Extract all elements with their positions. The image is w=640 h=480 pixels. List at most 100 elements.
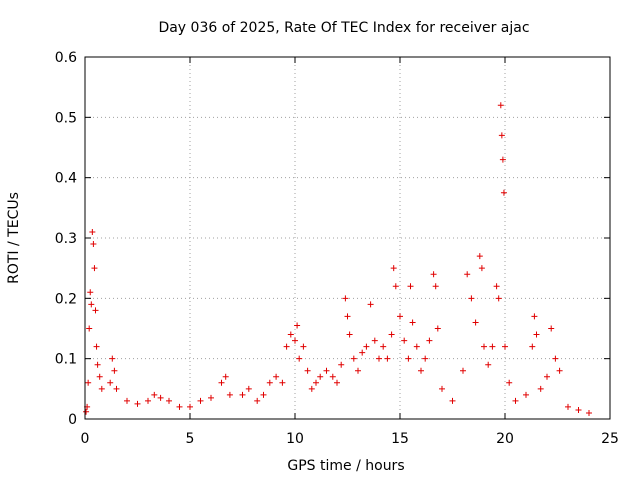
data-point bbox=[323, 367, 330, 374]
data-point bbox=[85, 379, 92, 386]
data-point bbox=[586, 409, 592, 416]
data-point bbox=[279, 379, 286, 386]
data-point bbox=[254, 397, 261, 404]
data-point bbox=[481, 343, 487, 350]
data-point bbox=[359, 349, 366, 356]
y-tick-label: 0.2 bbox=[55, 291, 77, 307]
y-axis-ticks: 0 0.1 0.2 0.3 0.4 0.5 0.6 bbox=[55, 50, 610, 428]
data-point bbox=[109, 355, 116, 362]
data-point bbox=[392, 283, 399, 290]
data-point bbox=[313, 379, 319, 386]
data-point bbox=[418, 367, 424, 374]
data-point bbox=[260, 391, 267, 398]
data-point bbox=[218, 379, 225, 386]
x-axis-label: GPS time / hours bbox=[287, 458, 404, 474]
data-point bbox=[134, 400, 141, 407]
y-tick-label: 0.6 bbox=[55, 50, 77, 66]
data-point bbox=[300, 343, 307, 350]
data-point bbox=[556, 367, 563, 374]
data-point bbox=[363, 343, 370, 350]
data-point bbox=[388, 331, 395, 338]
data-point bbox=[489, 343, 496, 350]
data-point bbox=[533, 331, 540, 338]
data-point bbox=[88, 301, 95, 308]
data-point bbox=[197, 397, 204, 404]
data-point bbox=[485, 361, 492, 368]
data-point bbox=[460, 367, 466, 374]
data-point bbox=[92, 307, 99, 314]
data-point bbox=[98, 385, 105, 392]
data-point bbox=[405, 355, 412, 362]
data-points bbox=[83, 102, 592, 416]
data-point bbox=[346, 331, 353, 338]
data-point bbox=[111, 367, 118, 374]
data-point bbox=[304, 367, 311, 374]
x-axis-ticks: 0 5 10 15 20 25 bbox=[81, 57, 619, 447]
data-point bbox=[350, 355, 357, 362]
data-point bbox=[523, 391, 529, 398]
data-point bbox=[498, 132, 505, 139]
data-point bbox=[565, 403, 571, 410]
y-tick-label: 0.5 bbox=[55, 110, 77, 126]
data-point bbox=[426, 337, 433, 344]
data-point bbox=[409, 319, 416, 326]
data-point bbox=[226, 391, 233, 398]
x-tick-label: 10 bbox=[286, 431, 304, 447]
data-point bbox=[344, 313, 351, 320]
y-tick-label: 0 bbox=[68, 412, 77, 428]
data-point bbox=[287, 331, 294, 338]
data-point bbox=[94, 361, 101, 368]
data-point bbox=[422, 355, 429, 362]
data-point bbox=[90, 241, 97, 248]
data-point bbox=[495, 295, 502, 302]
data-point bbox=[334, 379, 340, 386]
data-point bbox=[575, 406, 582, 413]
data-point bbox=[113, 385, 120, 392]
data-point bbox=[500, 189, 507, 196]
data-point bbox=[151, 391, 158, 398]
data-point bbox=[239, 391, 246, 398]
data-point bbox=[384, 355, 391, 362]
y-tick-label: 0.1 bbox=[55, 352, 77, 368]
data-point bbox=[371, 337, 378, 344]
data-point bbox=[413, 343, 420, 350]
x-tick-label: 0 bbox=[81, 431, 90, 447]
data-point bbox=[317, 373, 324, 380]
data-point bbox=[308, 385, 315, 392]
data-point bbox=[434, 325, 441, 332]
data-point bbox=[380, 343, 387, 350]
data-point bbox=[537, 385, 544, 392]
data-point bbox=[476, 253, 483, 260]
data-point bbox=[222, 373, 229, 380]
data-point bbox=[91, 265, 98, 272]
data-point bbox=[552, 355, 559, 362]
data-point bbox=[502, 343, 508, 350]
data-point bbox=[407, 283, 414, 290]
data-point bbox=[529, 343, 536, 350]
data-point bbox=[478, 265, 485, 272]
data-point bbox=[294, 322, 301, 329]
data-point bbox=[83, 408, 90, 415]
data-point bbox=[283, 343, 290, 350]
data-point bbox=[497, 102, 504, 109]
data-point bbox=[367, 301, 374, 308]
y-tick-label: 0.3 bbox=[55, 231, 77, 247]
data-point bbox=[89, 228, 96, 235]
data-point bbox=[296, 355, 303, 362]
chart-title: Day 036 of 2025, Rate Of TEC Index for r… bbox=[158, 20, 529, 36]
data-point bbox=[338, 361, 345, 368]
data-point bbox=[376, 355, 382, 362]
plot-frame bbox=[84, 56, 611, 420]
data-point bbox=[449, 397, 456, 404]
data-point bbox=[176, 403, 183, 410]
data-point bbox=[124, 397, 130, 404]
data-point bbox=[432, 283, 439, 290]
data-point bbox=[96, 373, 103, 380]
data-point bbox=[544, 373, 550, 380]
data-point bbox=[166, 397, 172, 404]
data-point bbox=[499, 156, 506, 163]
data-point bbox=[472, 319, 479, 326]
data-point bbox=[468, 295, 475, 302]
data-point bbox=[157, 394, 164, 401]
